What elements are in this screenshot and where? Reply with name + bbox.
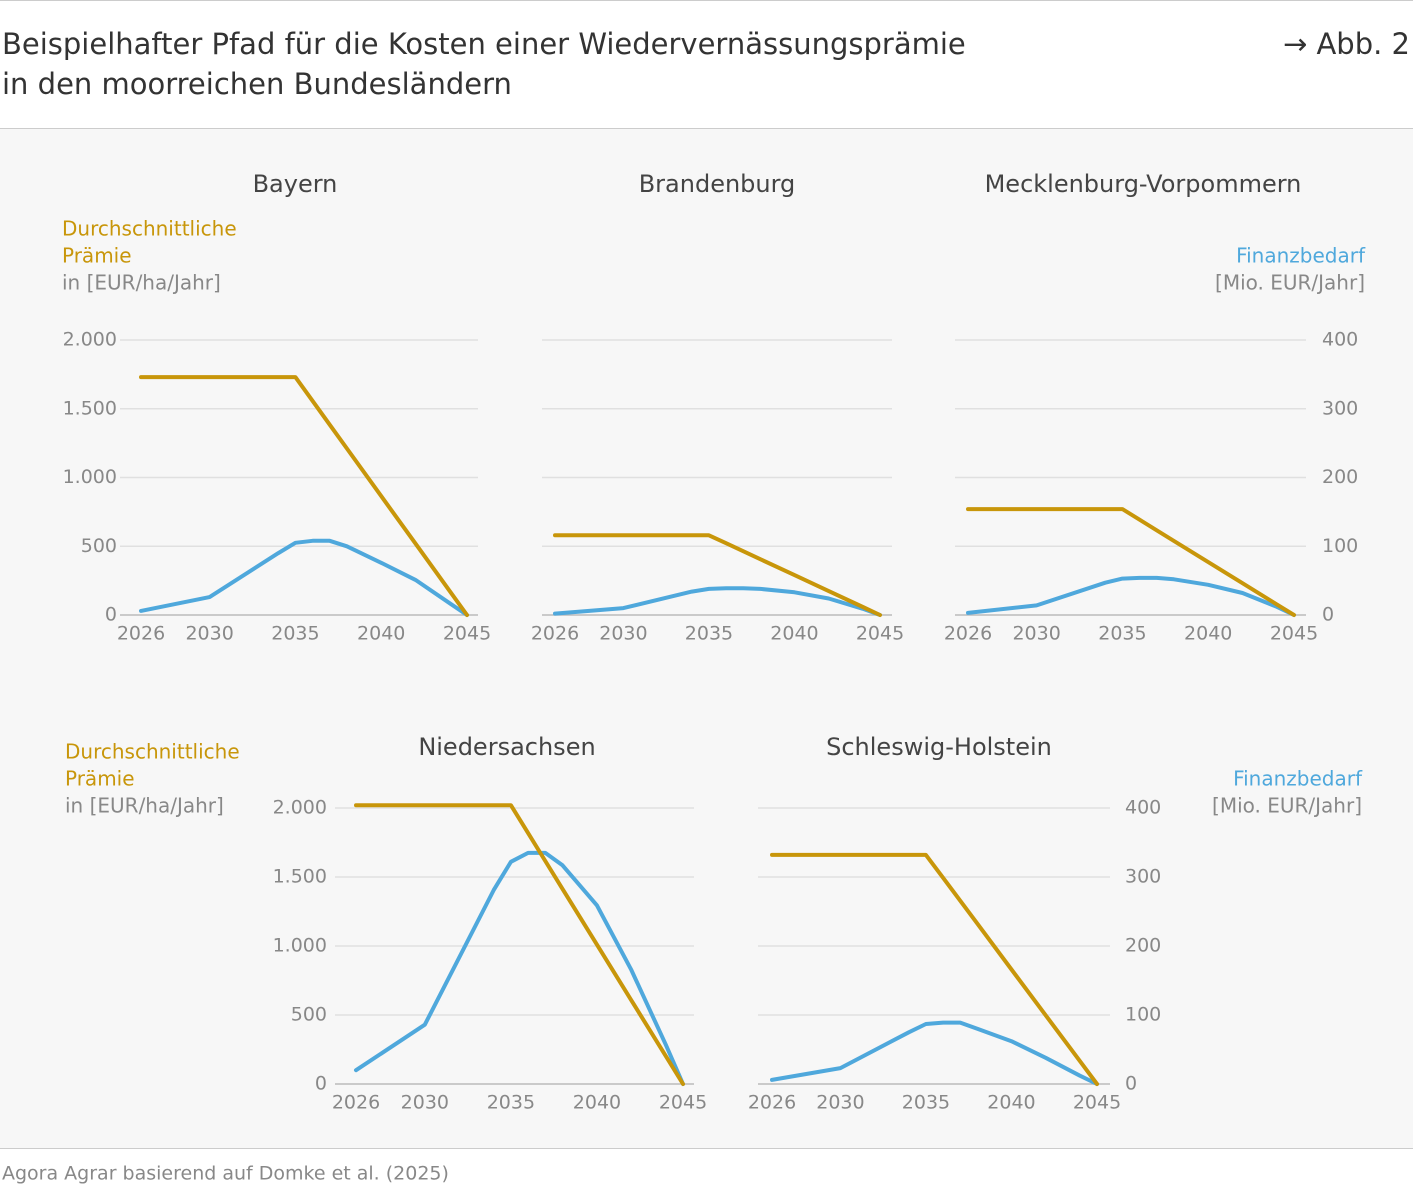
y-tick-label: 1.000 <box>63 466 117 488</box>
series-line <box>966 575 1296 617</box>
panel-title: Bayern <box>253 170 338 198</box>
y-tick-label: 1.500 <box>273 866 327 888</box>
y2-axis-unit: [Mio. EUR/Jahr] <box>1212 794 1362 818</box>
y-axis-label: Prämie <box>65 767 135 791</box>
x-tick-label: 2045 <box>1270 623 1318 645</box>
y2-tick-label: 300 <box>1125 866 1161 888</box>
top-rule <box>0 0 1413 1</box>
y2-tick-label: 100 <box>1125 1004 1161 1026</box>
x-tick-label: 2035 <box>902 1092 950 1114</box>
x-tick-label: 2045 <box>1073 1092 1121 1114</box>
x-tick-label: 2040 <box>573 1092 621 1114</box>
y-tick-label: 0 <box>315 1073 327 1095</box>
y-tick-label: 500 <box>81 535 117 557</box>
panel-title: Schleswig-Holstein <box>826 733 1052 761</box>
series-line <box>770 1020 1099 1086</box>
y-axis-unit: in [EUR/ha/Jahr] <box>65 794 224 818</box>
title: Beispielhafter Pfad für die Kosten einer… <box>2 27 966 61</box>
x-tick-label: 2040 <box>770 623 818 645</box>
x-tick-label: 2040 <box>357 623 405 645</box>
series-line <box>770 852 1099 1086</box>
y2-axis-label: Finanzbedarf <box>1236 244 1366 268</box>
panel-title: Brandenburg <box>639 170 796 198</box>
x-tick-label: 2026 <box>944 623 992 645</box>
series-line <box>139 375 469 617</box>
x-tick-label: 2040 <box>987 1092 1035 1114</box>
y-tick-label: 2.000 <box>273 797 327 819</box>
x-tick-label: 2035 <box>487 1092 535 1114</box>
y2-tick-label: 0 <box>1125 1073 1137 1095</box>
y2-axis-label: Finanzbedarf <box>1233 767 1363 791</box>
x-tick-label: 2026 <box>748 1092 796 1114</box>
x-tick-label: 2035 <box>271 623 319 645</box>
y-tick-label: 1.500 <box>63 397 117 419</box>
series-line <box>354 850 685 1086</box>
chart-area <box>0 129 1413 1148</box>
y2-tick-label: 400 <box>1125 797 1161 819</box>
y-tick-label: 500 <box>291 1004 327 1026</box>
y-tick-label: 1.000 <box>273 935 327 957</box>
panel-title: Niedersachsen <box>418 733 595 761</box>
figure-ref: → Abb. 2 <box>1283 27 1410 61</box>
y2-tick-label: 200 <box>1322 466 1358 488</box>
x-tick-label: 2026 <box>332 1092 380 1114</box>
x-tick-label: 2026 <box>117 623 165 645</box>
title: in den moorreichen Bundesländern <box>2 67 512 101</box>
series-line <box>553 533 882 617</box>
y2-tick-label: 100 <box>1322 535 1358 557</box>
y2-tick-label: 200 <box>1125 935 1161 957</box>
y-axis-label: Durchschnittliche <box>65 740 240 764</box>
series-line <box>354 803 685 1086</box>
x-tick-label: 2035 <box>685 623 733 645</box>
series-line <box>553 586 882 617</box>
y2-tick-label: 400 <box>1322 329 1358 351</box>
x-tick-label: 2040 <box>1184 623 1232 645</box>
x-tick-label: 2026 <box>531 623 579 645</box>
y-axis-label: Prämie <box>62 244 132 268</box>
y-axis-label: Durchschnittliche <box>62 217 237 241</box>
y2-tick-label: 0 <box>1322 604 1334 626</box>
x-tick-label: 2035 <box>1098 623 1146 645</box>
x-tick-label: 2045 <box>443 623 491 645</box>
y2-tick-label: 300 <box>1322 397 1358 419</box>
x-tick-label: 2030 <box>185 623 233 645</box>
x-tick-label: 2045 <box>856 623 904 645</box>
x-tick-label: 2045 <box>659 1092 707 1114</box>
x-tick-label: 2030 <box>1012 623 1060 645</box>
y2-axis-unit: [Mio. EUR/Jahr] <box>1215 271 1365 295</box>
x-tick-label: 2030 <box>401 1092 449 1114</box>
series-line <box>966 507 1296 617</box>
source: Agora Agrar basierend auf Domke et al. (… <box>2 1163 449 1185</box>
panel-title: Mecklenburg-Vorpommern <box>985 170 1302 198</box>
x-tick-label: 2030 <box>816 1092 864 1114</box>
x-tick-label: 2030 <box>599 623 647 645</box>
y-tick-label: 0 <box>105 604 117 626</box>
y-axis-unit: in [EUR/ha/Jahr] <box>62 271 221 295</box>
y-tick-label: 2.000 <box>63 329 117 351</box>
series-line <box>139 538 469 617</box>
